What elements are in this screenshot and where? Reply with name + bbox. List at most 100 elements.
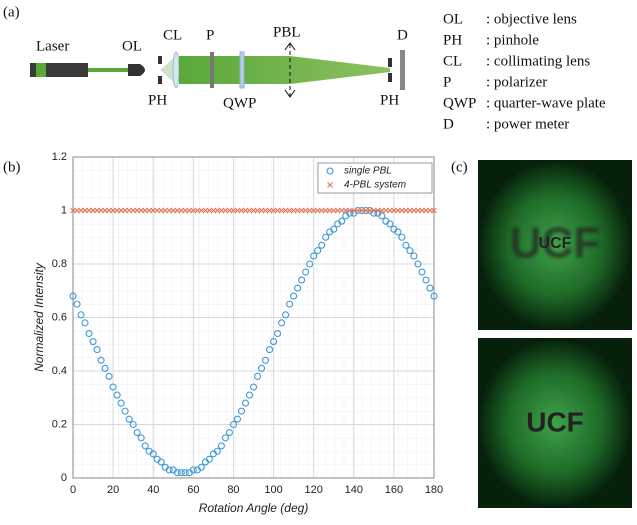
description: : objective lens [486, 11, 577, 27]
point [261, 356, 270, 364]
detector [400, 50, 405, 90]
point [117, 399, 125, 407]
x-axis-label: Rotation Angle (deg) [199, 501, 309, 515]
point [406, 247, 414, 255]
photo-text: UCF [539, 235, 572, 252]
legend-label: single PBL [344, 166, 392, 177]
component-label: D [397, 27, 408, 43]
point [410, 252, 418, 260]
chart: 0 0.2 0.4 0.6 0.8 1 1.2 0 20 40 60 80 100 120 140 160 18… [32, 151, 443, 515]
point [306, 260, 314, 268]
point [398, 233, 406, 241]
point [181, 469, 189, 477]
point [101, 364, 109, 372]
x-tick-label: 160 [385, 484, 403, 496]
point [197, 463, 205, 471]
panel-label: (c) [451, 159, 468, 175]
point [322, 233, 330, 241]
point [402, 241, 410, 249]
component-label: Laser [36, 38, 69, 54]
point [217, 442, 225, 450]
component-label: PH [148, 92, 167, 108]
beam [88, 68, 128, 72]
point [85, 329, 93, 338]
point [362, 206, 370, 215]
pinhole [388, 58, 392, 67]
point [225, 428, 233, 437]
point [274, 329, 282, 338]
abbreviation: OL [443, 11, 463, 27]
description: : power meter [486, 116, 569, 132]
point [422, 276, 430, 284]
point [73, 300, 81, 308]
point [394, 228, 402, 236]
y-axis-label: Normalized Intensity [32, 262, 46, 372]
point [265, 346, 274, 354]
abbreviation: QWP [443, 95, 476, 111]
point [253, 372, 262, 380]
point [129, 420, 137, 429]
point [149, 450, 157, 458]
point [213, 447, 221, 455]
legend-marker [327, 182, 333, 188]
pbl-arrows [284, 42, 296, 98]
abbreviation: PH [443, 32, 462, 48]
pinhole [388, 73, 392, 82]
point [77, 311, 85, 319]
abbreviation-list: OL: objective lens PH: pinhole CL: collima… [443, 11, 606, 132]
point [282, 311, 290, 319]
pinhole [158, 76, 162, 84]
photo [478, 338, 632, 508]
point [290, 292, 298, 300]
x-tick-label: 180 [425, 484, 443, 496]
point [93, 346, 101, 354]
point [237, 407, 246, 415]
point [286, 300, 294, 308]
abbreviation: P [443, 74, 451, 90]
polarizer [210, 52, 214, 88]
point [229, 420, 237, 429]
point [105, 372, 113, 380]
plot-frame [72, 156, 435, 479]
point [431, 207, 437, 214]
point [157, 458, 165, 466]
point [141, 442, 149, 450]
photo-text: UCF [526, 406, 584, 437]
point [125, 415, 133, 423]
pinhole [158, 56, 162, 64]
laser-band [36, 63, 46, 77]
point [137, 434, 145, 442]
point [318, 241, 326, 249]
x-tick-label: 20 [107, 484, 119, 496]
point [386, 220, 394, 228]
ghost-text: UCF [510, 219, 600, 268]
point [314, 247, 322, 255]
description: : quarter-wave plate [486, 95, 606, 111]
point [302, 268, 310, 276]
point [414, 260, 422, 268]
x-tick-label: 140 [345, 484, 363, 496]
point [221, 434, 229, 442]
component-label: PH [380, 92, 399, 108]
objective [128, 64, 140, 76]
description: : collimating lens [486, 53, 590, 69]
beam [179, 56, 390, 84]
point [249, 383, 258, 391]
legend-marker [326, 167, 334, 175]
point [241, 399, 250, 407]
component-label: P [206, 27, 214, 43]
setup-diagram: Laser OL CL P PBL D PH QWP PH [30, 24, 408, 111]
point [165, 466, 173, 474]
point [245, 391, 254, 399]
point [109, 383, 117, 391]
y-tick-label: 1 [61, 204, 67, 216]
point [430, 292, 438, 300]
point [278, 319, 286, 327]
component-label: CL [163, 27, 182, 43]
point [133, 428, 141, 437]
description: : pinhole [486, 32, 539, 48]
description: : polarizer [486, 74, 547, 90]
point [97, 356, 105, 364]
x-tick-label: 120 [304, 484, 322, 496]
x-tick-label: 40 [147, 484, 159, 496]
